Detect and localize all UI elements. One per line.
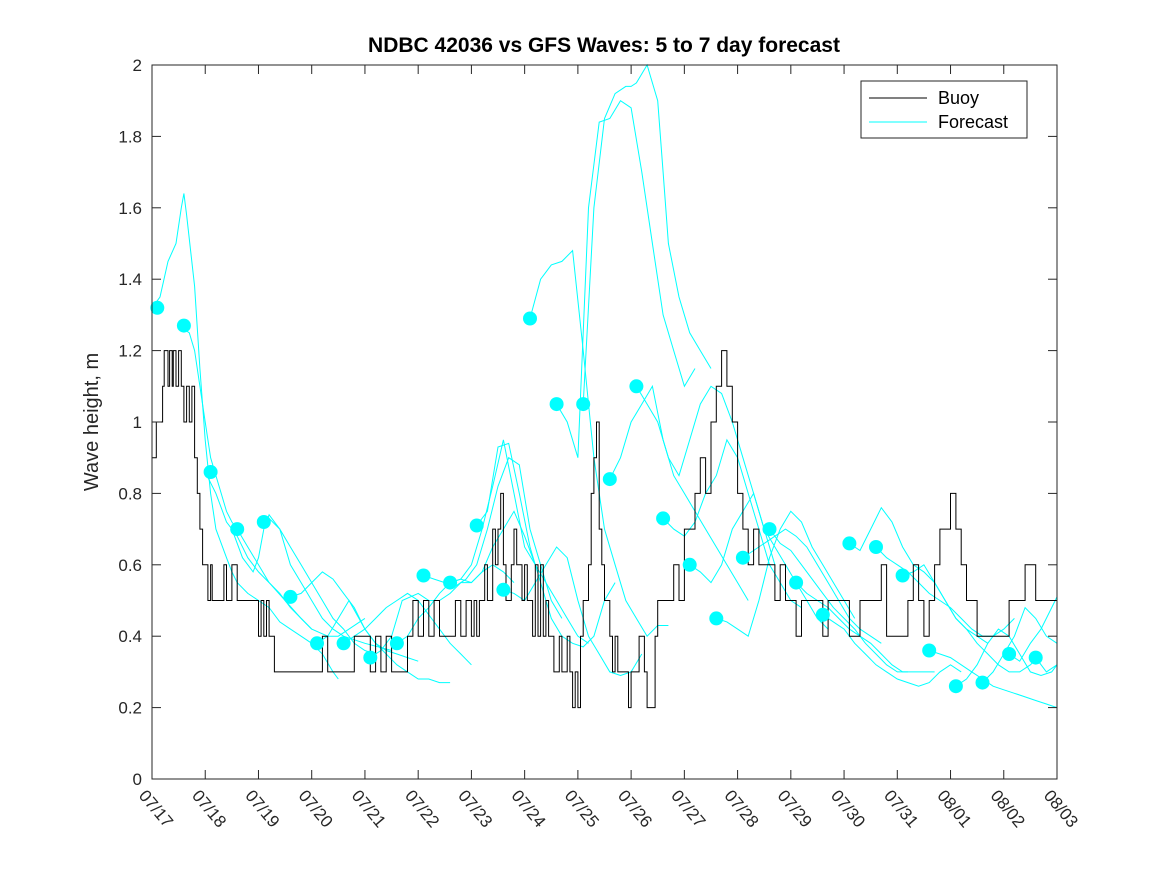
forecast-run-line [231, 513, 392, 651]
forecast-marker [336, 636, 351, 651]
forecast-run-line [204, 471, 366, 637]
y-tick-label: 2 [133, 56, 142, 75]
y-tick-label: 1 [133, 413, 142, 432]
forecast-marker [283, 589, 298, 604]
y-axis-label: Wave height, m [81, 353, 103, 491]
plot-area [152, 65, 1057, 779]
forecast-marker [576, 397, 591, 412]
legend-forecast-label: Forecast [938, 112, 1008, 132]
forecast-marker [815, 607, 830, 622]
forecast-marker [948, 679, 963, 694]
forecast-markers [150, 300, 1043, 694]
forecast-marker [709, 611, 724, 626]
forecast-run-line [769, 528, 908, 673]
forecast-marker [549, 397, 564, 412]
y-tick-label: 0 [133, 770, 142, 789]
forecast-marker [762, 522, 777, 537]
forecast-marker [789, 575, 804, 590]
forecast-marker [975, 675, 990, 690]
forecast-marker [523, 311, 537, 326]
y-axis-ticks: 0 0.2 0.4 0.6 0.8 1 1.2 1.4 1.6 1.8 2 [118, 56, 1057, 789]
forecast-marker [310, 636, 324, 651]
forecast-run-line [556, 99, 696, 458]
forecast-run-line [290, 571, 419, 662]
y-tick-label: 1.4 [118, 270, 142, 289]
forecast-run-line [609, 384, 749, 601]
forecast-run-line [795, 582, 935, 673]
forecast-marker [469, 518, 484, 533]
y-tick-label: 0.4 [118, 627, 142, 646]
chart-title: NDBC 42036 vs GFS Waves: 5 to 7 day fore… [368, 34, 840, 57]
forecast-run-line [178, 325, 313, 630]
y-tick-label: 1.2 [118, 342, 142, 361]
forecast-marker [150, 300, 165, 315]
forecast-run-line [982, 606, 1058, 683]
forecast-marker [443, 575, 458, 590]
forecast-marker [1028, 650, 1043, 665]
forecast-run-line [635, 385, 776, 565]
buoy-series [152, 350, 1058, 709]
forecast-marker [895, 568, 910, 583]
forecast-marker [656, 511, 671, 526]
forecast-run-line [742, 528, 882, 644]
forecast-marker [602, 472, 617, 487]
legend: Buoy Forecast [860, 80, 1028, 139]
forecast-marker [496, 582, 511, 597]
forecast-run-line [503, 546, 643, 677]
legend-box [860, 80, 1028, 139]
legend-buoy-label: Buoy [938, 88, 979, 108]
forecast-run-line [1008, 596, 1058, 662]
forecast-marker [682, 557, 697, 572]
y-tick-label: 0.6 [118, 556, 142, 575]
y-tick-label: 0.8 [118, 484, 142, 503]
forecast-marker [735, 550, 750, 565]
forecast-run-line [929, 650, 1058, 709]
y-tick-label: 0.2 [118, 699, 142, 718]
y-tick-label: 1.8 [118, 127, 142, 146]
forecast-run-line [689, 492, 829, 630]
forecast-run-line [662, 438, 802, 609]
forecast-marker [256, 515, 271, 529]
forecast-marker [869, 540, 883, 554]
forecast-marker [176, 318, 191, 333]
forecast-run-line [822, 614, 962, 687]
forecast-marker [363, 650, 378, 665]
forecast-marker [203, 465, 218, 479]
forecast-run-line [370, 564, 515, 659]
forecast-run-line [396, 510, 536, 644]
forecast-marker [922, 643, 937, 658]
forecast-marker [230, 522, 245, 537]
forecast-run-line [258, 517, 376, 655]
forecast-run-line [716, 510, 856, 637]
forecast-marker [389, 636, 404, 651]
forecast-run-line [151, 193, 339, 680]
y-tick-label: 1.6 [118, 199, 142, 218]
forecast-marker [1002, 647, 1017, 661]
forecast-run-line [449, 439, 589, 644]
forecast-marker [629, 379, 644, 394]
buoy-line [152, 350, 1058, 709]
forecast-marker [842, 536, 857, 551]
forecast-marker [416, 568, 431, 583]
forecast-run-line [343, 592, 472, 666]
forecast-run-line [902, 564, 1042, 673]
